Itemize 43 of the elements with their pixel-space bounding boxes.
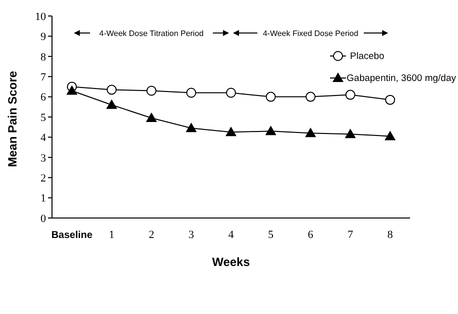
point: [344, 128, 356, 138]
point: [146, 112, 157, 122]
y-tick-label: 4: [40, 132, 46, 144]
legend-label: Gabapentin, 3600 mg/day: [346, 72, 456, 84]
annotation: 4-Week Dose Titration Period: [99, 29, 204, 38]
y-tick-label: 5: [40, 112, 46, 124]
x-tick-label: 8: [387, 229, 394, 241]
y-tick-label: 6: [40, 92, 46, 104]
point: [66, 85, 78, 95]
point: [186, 88, 196, 98]
point: [186, 122, 197, 132]
y-axis-title: Mean Pain Score: [5, 70, 20, 167]
x-tick-label: 1: [108, 229, 114, 241]
y-tick-label: 0: [40, 212, 46, 225]
point: [385, 94, 396, 105]
x-tick-label: 6: [308, 229, 314, 241]
y-tick-label: 9: [40, 31, 46, 44]
x-tick-label: 4: [228, 229, 234, 241]
point: [306, 92, 316, 102]
x-tick-label: 3: [188, 229, 194, 241]
point: [226, 88, 236, 98]
point: [265, 126, 276, 136]
annotation: 4-Week Fixed Dose Period: [262, 29, 358, 38]
point: [106, 99, 118, 109]
legend-label: Placebo: [350, 50, 384, 62]
x-tick-label: 7: [348, 229, 354, 241]
x-tick-label: 5: [268, 229, 274, 241]
y-tick-label: 1: [40, 192, 46, 205]
point: [106, 84, 117, 95]
y-tick-label: 10: [35, 10, 46, 23]
x-axis-title: Weeks: [212, 255, 250, 269]
x-tick-label: Baseline: [51, 230, 93, 241]
point: [384, 130, 396, 140]
point: [305, 128, 316, 138]
y-tick-label: 7: [40, 72, 46, 84]
y-tick-label: 3: [40, 152, 46, 164]
point: [226, 126, 236, 136]
point: [345, 90, 356, 100]
point: [146, 86, 156, 96]
y-tick-label: 8: [40, 51, 46, 64]
y-tick-label: 2: [40, 172, 46, 185]
point: [266, 92, 276, 102]
x-tick-label: 2: [148, 229, 154, 241]
